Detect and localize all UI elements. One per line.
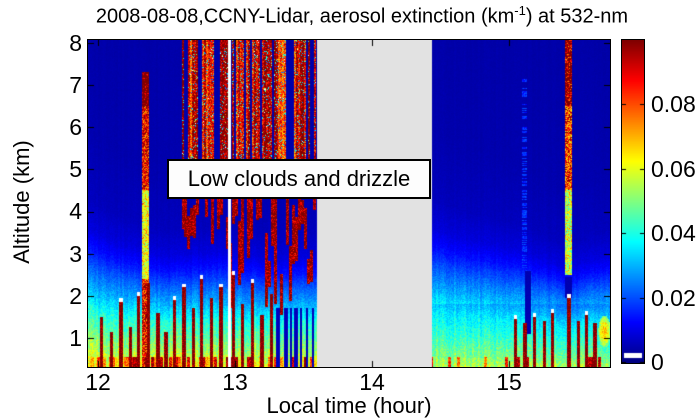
chart-title-superscript: -1 bbox=[514, 3, 526, 18]
y-tick-label-2: 2 bbox=[69, 283, 82, 309]
y-tick-label-3: 3 bbox=[69, 241, 82, 267]
y-tick-label-4: 4 bbox=[69, 198, 82, 224]
x-axis-label: Local time (hour) bbox=[266, 393, 432, 418]
annotation-box: Low clouds and drizzle bbox=[167, 159, 431, 199]
annotation-text: Low clouds and drizzle bbox=[187, 166, 411, 191]
colorbar-tick-label-0.02: 0.02 bbox=[651, 285, 696, 311]
colorbar-tick-label-0: 0 bbox=[651, 349, 664, 375]
y-tick-label-8: 8 bbox=[69, 30, 82, 56]
colorbar-tick-label-0.04: 0.04 bbox=[651, 220, 696, 246]
chart-title-text: 2008-08-08,CCNY-Lidar, aerosol extinctio… bbox=[95, 5, 515, 28]
chart-title: 2008-08-08,CCNY-Lidar, aerosol extinctio… bbox=[30, 3, 694, 29]
colorbar-tick-label-0.08: 0.08 bbox=[651, 91, 696, 117]
heatmap-plot bbox=[87, 39, 611, 368]
colorbar-tick-label-0.06: 0.06 bbox=[651, 156, 696, 182]
y-tick-label-6: 6 bbox=[69, 114, 82, 140]
x-tick-label-15: 15 bbox=[496, 369, 522, 395]
x-tick-label-13: 13 bbox=[222, 369, 248, 395]
y-axis-label: Altitude (km) bbox=[9, 140, 34, 264]
y-tick-label-1: 1 bbox=[69, 325, 82, 351]
x-tick-label-14: 14 bbox=[359, 369, 385, 395]
y-tick-label-7: 7 bbox=[69, 72, 82, 98]
y-tick-label-5: 5 bbox=[69, 156, 82, 182]
x-tick-label-12: 12 bbox=[85, 369, 111, 395]
chart-title-suffix: ) at 532-nm bbox=[525, 5, 629, 28]
colorbar bbox=[621, 39, 645, 364]
